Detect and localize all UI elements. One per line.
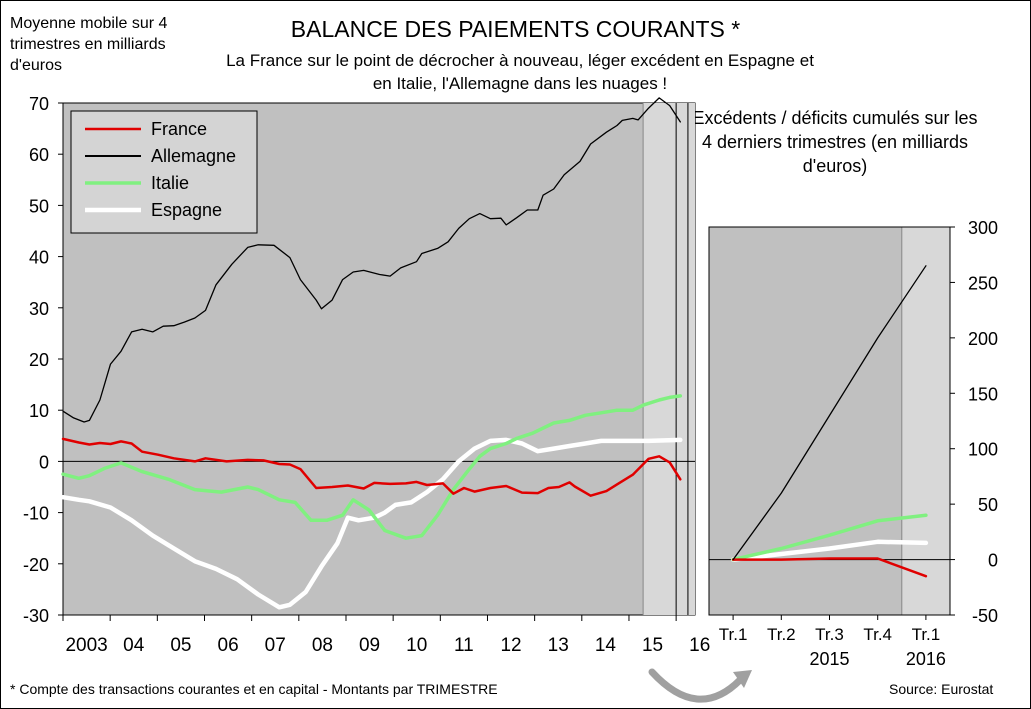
side-series-line-allemagne — [732, 265, 927, 561]
x-tick-label: 09 — [359, 635, 380, 656]
y-tick-label: 70 — [29, 94, 49, 114]
y-tick-label: 60 — [29, 145, 49, 165]
side-y-tick-label: 200 — [968, 329, 998, 349]
y-tick-label: -20 — [23, 555, 49, 575]
y-tick-label: 30 — [29, 299, 49, 319]
side-x-tick-label: Tr.3 — [815, 625, 844, 644]
side-year-label: 2015 — [809, 649, 849, 669]
x-tick-label: 16 — [689, 635, 710, 656]
y-tick-label: 50 — [29, 196, 49, 216]
x-tick-label: 11 — [454, 635, 474, 656]
side-chart-title: Excédents / déficits cumulés sur les 4 d… — [692, 108, 978, 176]
x-tick-label: 14 — [595, 635, 617, 656]
side-y-tick-label: 250 — [968, 273, 998, 293]
side-series-line-espagne — [730, 539, 929, 562]
x-tick-label: 05 — [170, 635, 191, 656]
x-tick-label: 04 — [123, 635, 145, 656]
x-tick-label: 2003 — [65, 635, 107, 656]
legend-label-espagne: Espagne — [151, 200, 222, 220]
side-y-tick-label: 300 — [968, 218, 998, 238]
x-tick-label: 15 — [642, 635, 663, 656]
series-line-italie — [61, 394, 683, 540]
side-year-label: 2016 — [906, 649, 946, 669]
transition-arrow-icon — [648, 668, 744, 703]
series-line-espagne — [60, 437, 683, 610]
y-tick-label: 40 — [29, 248, 49, 268]
side-series-line-italie — [731, 513, 928, 562]
side-y-tick-label: 50 — [978, 495, 998, 515]
chart-subtitle: La France sur le point de décrocher à no… — [226, 51, 814, 93]
x-tick-label: 12 — [500, 635, 521, 656]
y-tick-label: 0 — [39, 452, 49, 472]
legend-label-italie: Italie — [151, 173, 189, 193]
side-x-tick-label: Tr.1 — [719, 625, 748, 644]
y-axis-unit-note: Moyenne mobile sur 4 trimestres en milli… — [10, 15, 168, 74]
legend-label-allemagne: Allemagne — [151, 146, 236, 166]
side-x-tick-label: Tr.1 — [912, 625, 941, 644]
x-tick-label: 07 — [265, 635, 286, 656]
side-recent-shade — [901, 227, 950, 615]
side-x-tick-label: Tr.2 — [767, 625, 796, 644]
chart-title: BALANCE DES PAIEMENTS COURANTS * — [290, 16, 741, 42]
side-y-tick-label: 100 — [968, 440, 998, 460]
x-tick-label: 10 — [406, 635, 427, 656]
side-y-tick-label: 150 — [968, 384, 998, 404]
y-tick-label: 10 — [29, 401, 49, 421]
x-tick-label: 13 — [548, 635, 569, 656]
y-tick-label: 20 — [29, 350, 49, 370]
series-line-france — [61, 437, 682, 497]
side-series-line-france — [731, 557, 928, 578]
side-y-tick-label: 0 — [988, 551, 998, 571]
series-line-allemagne — [62, 97, 681, 423]
source-note: Source: Eurostat — [889, 681, 994, 697]
y-tick-label: -10 — [23, 504, 49, 524]
footnote: * Compte des transactions courantes et e… — [10, 681, 498, 697]
side-y-tick-label: -50 — [972, 606, 998, 626]
transition-arrow-head-icon — [733, 670, 752, 688]
legend-label-france: France — [151, 119, 207, 139]
y-tick-label: -30 — [23, 606, 49, 626]
x-tick-label: 06 — [218, 635, 239, 656]
side-x-tick-label: Tr.4 — [863, 625, 892, 644]
x-tick-label: 08 — [312, 635, 333, 656]
legend-box — [70, 110, 258, 234]
recent-period-shade — [643, 103, 695, 615]
